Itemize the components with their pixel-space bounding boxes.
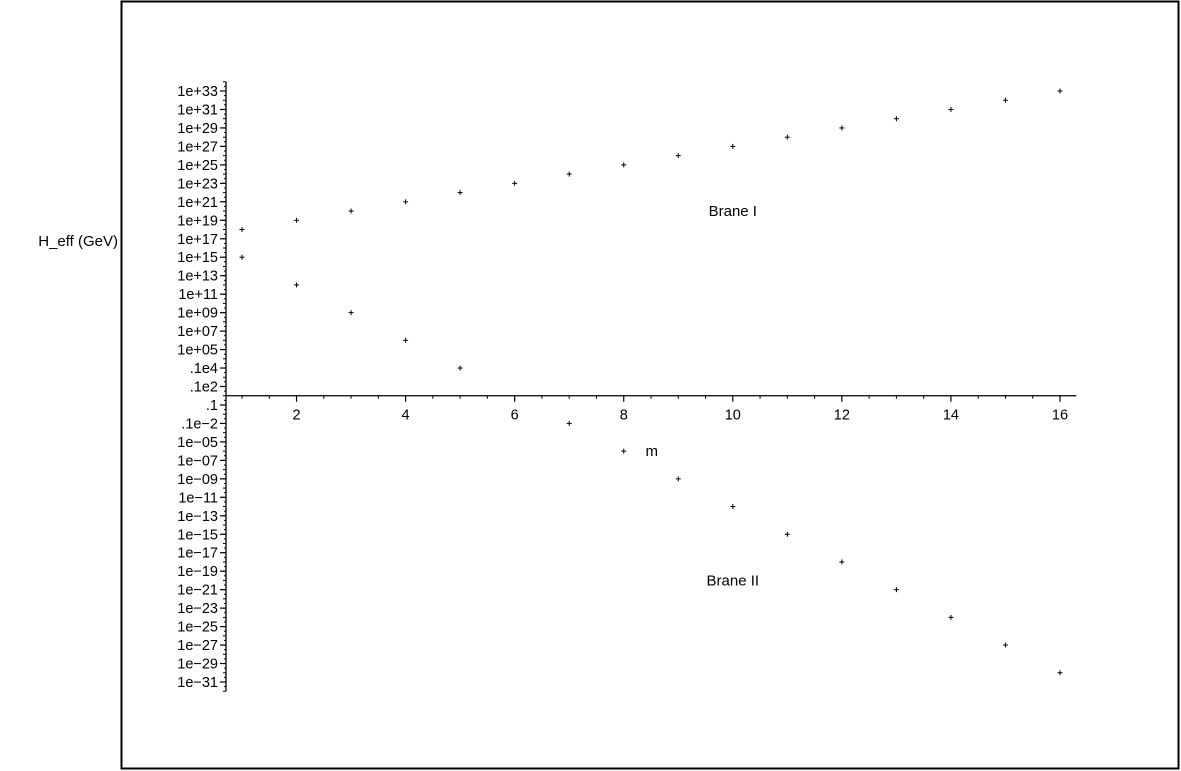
data-point [239,254,245,260]
data-point [403,337,409,343]
y-tick-label: 1e+29 [177,121,218,137]
y-tick-label: 1e−31 [177,675,218,691]
y-tick-label: .1e2 [190,380,218,396]
y-tick-label: 1e+11 [178,287,218,303]
y-tick-label: 1e+17 [177,232,218,248]
y-tick-label: 1e+23 [177,176,218,192]
y-tick-label: 1e−21 [177,583,218,599]
x-tick-label: 16 [1052,408,1068,424]
y-tick-label: 1e+15 [177,250,218,266]
data-point [1002,97,1008,103]
y-tick-label: 1e−25 [177,620,218,636]
x-axis-title: m [646,443,659,460]
y-tick-label: 1e−17 [177,546,218,562]
y-tick-label: 1e+19 [177,213,218,229]
data-point [348,310,354,316]
y-tick-label: 1e−23 [177,601,218,617]
y-tick-label: 1e−07 [177,453,218,469]
data-point [948,106,954,112]
data-point [566,171,572,177]
y-tick-label: 1e+33 [177,84,218,100]
y-tick-label: 1e−13 [177,509,218,525]
data-point [730,504,736,510]
y-tick-label: .1e4 [190,361,218,377]
data-points [239,88,1063,676]
data-point [348,208,354,214]
data-point [621,448,627,454]
data-point [839,559,845,565]
data-point [239,227,245,233]
y-tick-label: 1e−29 [177,657,218,673]
y-tick-label: 1e−09 [177,472,218,488]
x-tick-label: 6 [511,408,519,424]
data-point [621,162,627,168]
x-tick-label: 4 [402,408,410,424]
y-tick-label: 1e+31 [177,102,218,118]
data-point [457,190,463,196]
x-tick-label: 14 [943,408,959,424]
y-tick-label: 1e+05 [177,343,218,359]
x-tick-label: 10 [725,408,741,424]
x-tick-label: 12 [834,408,850,424]
y-tick-label: 1e−05 [177,435,218,451]
data-point [294,282,300,288]
y-tick-label: 1e−11 [178,490,218,506]
annotations: Brane I Brane II [707,203,760,589]
y-tick-label: 1e+09 [177,306,218,322]
data-point [1002,642,1008,648]
data-point [948,614,954,620]
y-tick-label: 1e−19 [177,564,218,580]
data-point [403,199,409,205]
y-tick-label: 1e−27 [177,638,218,654]
data-point [457,365,463,371]
y-axis-title: H_eff (GeV) [38,233,118,250]
data-point [839,125,845,131]
x-tick-label: 8 [620,408,628,424]
annotation-label: Brane I [709,203,757,220]
y-tick-label: 1e−15 [177,527,218,543]
y-tick-label: .1 [206,398,218,414]
data-point [675,153,681,159]
data-point [1057,670,1063,676]
data-point [566,420,572,426]
y-tick-label: 1e+25 [177,158,218,174]
data-point [784,134,790,140]
x-tick-label: 2 [292,408,300,424]
y-axis: 1e+33 1e+31 1e+29 1e+27 1e+25 1e+23 1e+21 1e+19… [177,81,227,692]
y-tick-label: .1e−2 [181,416,218,432]
data-point [730,143,736,149]
data-point [675,476,681,482]
data-point [893,116,899,122]
y-tick-label: 1e+13 [177,269,218,285]
y-tick-label: 1e+21 [177,195,218,211]
data-point [512,180,518,186]
y-tick-label: 1e+27 [177,139,218,155]
y-tick-label: 1e+07 [177,324,218,340]
data-point [1057,88,1063,94]
x-axis: 2 4 6 8 10 12 14 16 [226,395,1077,424]
annotation-label: Brane II [707,572,760,589]
plot-frame [120,0,1180,770]
data-point [893,587,899,593]
data-point [294,217,300,223]
data-point [784,531,790,537]
